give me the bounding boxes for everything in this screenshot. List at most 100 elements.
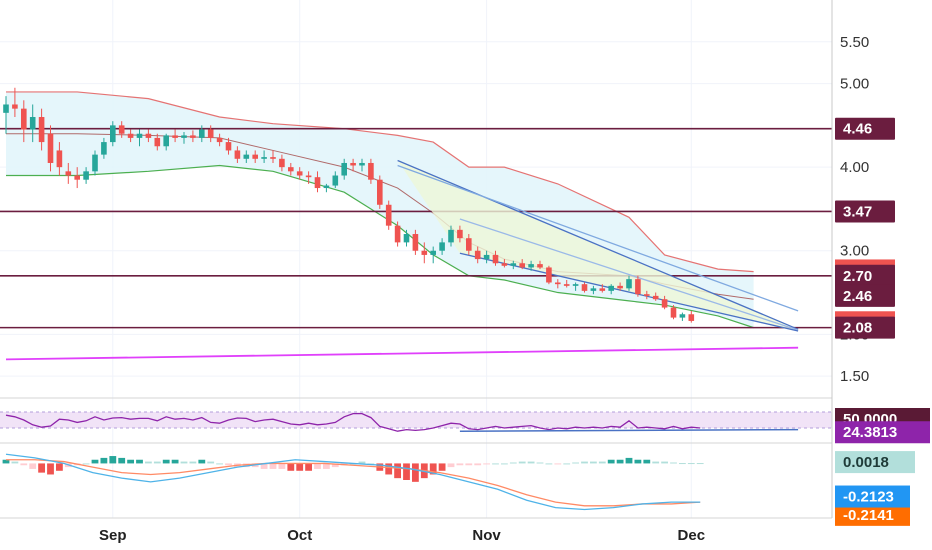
candle-body (368, 162, 374, 180)
macd-histogram-bar (545, 463, 553, 465)
candle-body (385, 204, 392, 226)
candle-body (341, 162, 347, 176)
macd-histogram-bar (269, 463, 277, 469)
macd-histogram-bar (127, 459, 134, 464)
grid-lines (0, 0, 832, 519)
candle-body (403, 234, 410, 243)
macd-histogram-bar (598, 461, 606, 464)
candle-body (590, 288, 597, 291)
candle-body (483, 254, 490, 260)
candle-body (181, 135, 187, 138)
time-axis[interactable]: Sep Oct Nov Dec (99, 527, 705, 544)
macd-histogram-bar (412, 463, 419, 482)
macd-histogram-bar (509, 462, 517, 464)
macd-histogram-bar (305, 463, 312, 471)
candle-body (608, 285, 614, 291)
macd-histogram-bar (198, 459, 206, 464)
candle-body (261, 157, 267, 159)
macd-histogram-bar (314, 463, 321, 469)
candle-body (412, 234, 419, 251)
macd-histogram-bar (145, 461, 152, 464)
macd-histogram-bar (91, 459, 99, 464)
macd-signal-line (6, 459, 701, 507)
macd-histogram-bar (429, 463, 437, 475)
price-tick-label: 4.00 (840, 159, 869, 176)
macd-histogram-bar (109, 456, 117, 464)
macd-histogram-bar (643, 459, 651, 464)
candle-body (29, 117, 36, 130)
candlesticks (3, 87, 695, 323)
wedge-trendline (459, 252, 799, 332)
price-tag (835, 284, 895, 307)
price-tag (835, 200, 895, 223)
candle-body (305, 175, 312, 178)
candle-body (537, 264, 543, 268)
macd-histogram-bar (465, 463, 473, 466)
macd-histogram-bar (518, 461, 526, 464)
bollinger-upper-line (6, 91, 754, 273)
macd-histogram-bar (153, 461, 161, 464)
macd-histogram-bar (11, 461, 19, 464)
candle-body (145, 133, 152, 138)
macd-histogram-bar (323, 463, 330, 469)
candle-body (279, 158, 285, 168)
macd-histogram-bar (403, 463, 410, 480)
macd-histogram-bar (670, 462, 677, 464)
candle-body (528, 264, 534, 268)
rsi-tag (835, 421, 930, 444)
macd-histogram-bar (171, 459, 179, 464)
macd-histogram-bar (456, 463, 464, 466)
macd-histogram-bar (216, 463, 223, 465)
magenta-trendline (5, 346, 799, 361)
macd-tag (835, 503, 910, 526)
candle-body (492, 254, 499, 264)
macd-tag (835, 451, 915, 474)
candle-body (359, 162, 365, 166)
candle-body (172, 135, 178, 138)
price-tag-label: 2.08 (843, 320, 872, 337)
candle-body (190, 135, 196, 138)
price-tag (835, 117, 895, 140)
macd-pane (2, 453, 704, 511)
candle-body (474, 250, 481, 260)
horizontal-levels (0, 127, 832, 361)
candle-body (581, 284, 588, 291)
candle-body (118, 125, 125, 134)
candle-body (439, 242, 445, 251)
candle-body (644, 294, 650, 296)
candle-body (110, 125, 116, 143)
price-tag-label: 4.46 (843, 121, 872, 138)
macd-histogram-bar (634, 459, 642, 464)
macd-histogram-bar (296, 463, 304, 471)
candle-body (101, 142, 107, 155)
macd-line (5, 453, 701, 511)
macd-histogram-bar (590, 461, 597, 464)
macd-histogram-bar (581, 461, 588, 464)
macd-histogram-bar (572, 462, 579, 464)
macd-histogram-bar (385, 463, 393, 475)
candle-body (296, 171, 303, 176)
macd-histogram-bar (554, 463, 562, 465)
rsi-line (5, 412, 701, 432)
macd-histogram-bar (447, 463, 455, 468)
candle-body (252, 154, 258, 159)
macd-histogram-bar (679, 463, 686, 465)
price-tick-label: 1.50 (840, 368, 869, 385)
macd-histogram-bar (278, 463, 286, 469)
macd-histogram-bar (225, 463, 232, 466)
macd-histogram-bar (331, 463, 339, 468)
wedge-trendline (397, 164, 799, 312)
candle-body (563, 284, 570, 286)
macd-tag-label: 0.0018 (843, 454, 889, 471)
macd-histogram-bar (358, 461, 366, 464)
candle-body (555, 282, 561, 285)
price-tag-label: 3.47 (843, 203, 872, 220)
candle-body (288, 167, 294, 172)
candle-body (65, 171, 72, 176)
macd-histogram-bar (483, 463, 490, 465)
candle-body (47, 133, 54, 163)
macd-histogram-bar (287, 463, 295, 471)
macd-histogram-bar (100, 457, 108, 464)
macd-histogram-bar (527, 461, 535, 464)
